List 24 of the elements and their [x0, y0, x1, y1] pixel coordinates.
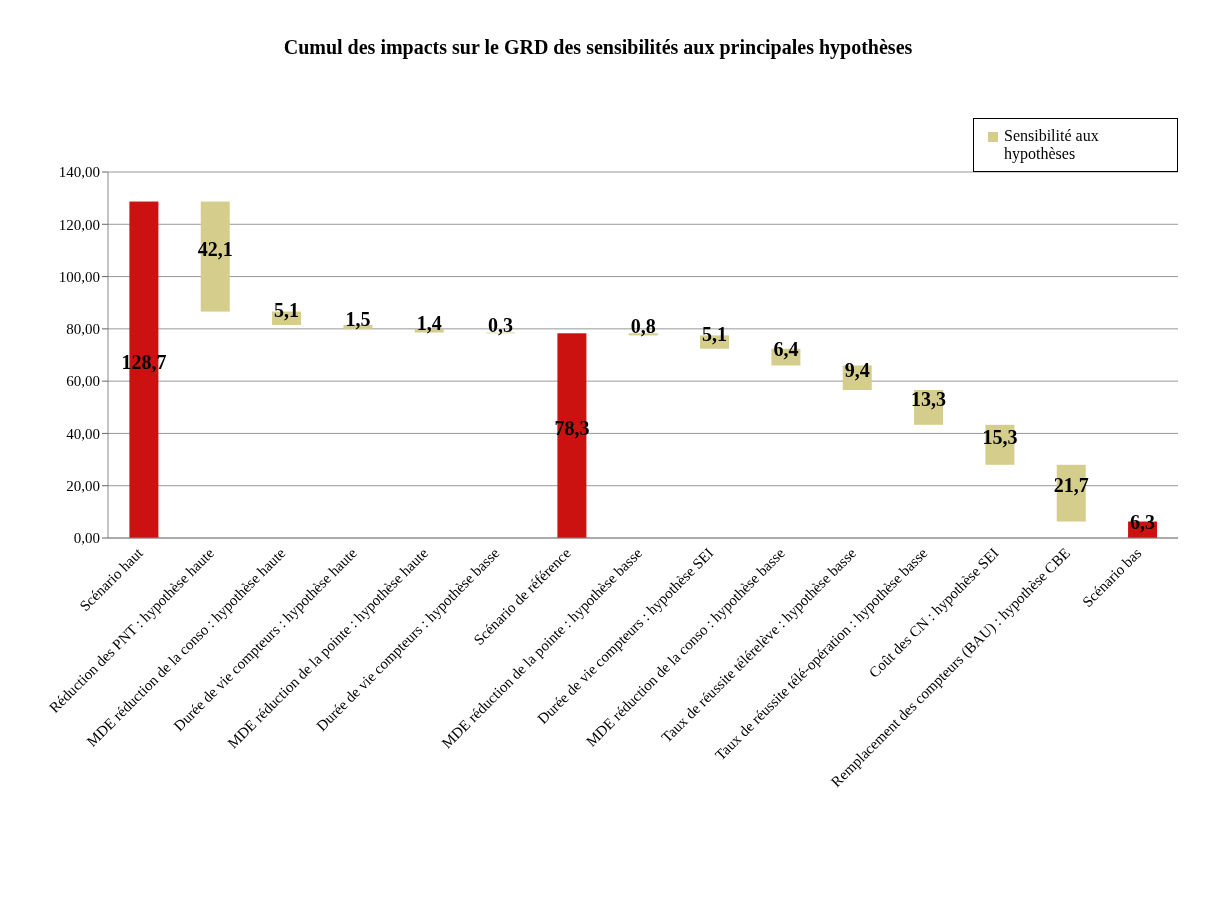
data-label: 1,5: [345, 307, 371, 330]
chart-title: Cumul des impacts sur le GRD des sensibilités aux principales hypothèses: [282, 36, 914, 59]
data-label: 42,1: [197, 237, 233, 260]
y-tick-label: 0,00: [73, 530, 100, 547]
y-tick-label: 20,00: [66, 478, 100, 495]
data-label: 6,4: [773, 338, 799, 361]
data-label: 0,8: [630, 315, 656, 338]
y-tick-label: 80,00: [66, 321, 100, 338]
data-label: 21,7: [1053, 474, 1089, 497]
legend-label: Sensibilité aux hypothèses: [1004, 127, 1100, 163]
y-tick-label: 100,00: [58, 268, 100, 285]
data-label: 13,3: [911, 388, 947, 411]
data-label: 15,3: [982, 425, 1018, 448]
data-label: 0,3: [488, 313, 514, 336]
y-tick-label: 60,00: [66, 373, 100, 390]
y-tick-label: 40,00: [66, 425, 100, 442]
y-tick-label: 140,00: [58, 164, 100, 181]
data-label: 9,4: [844, 358, 870, 381]
data-label: 5,1: [702, 323, 728, 346]
data-label: 1,4: [416, 311, 442, 334]
data-label: 5,1: [274, 299, 300, 322]
y-tick-label: 120,00: [58, 216, 100, 233]
bar: [200, 201, 230, 312]
bar: [557, 333, 587, 538]
